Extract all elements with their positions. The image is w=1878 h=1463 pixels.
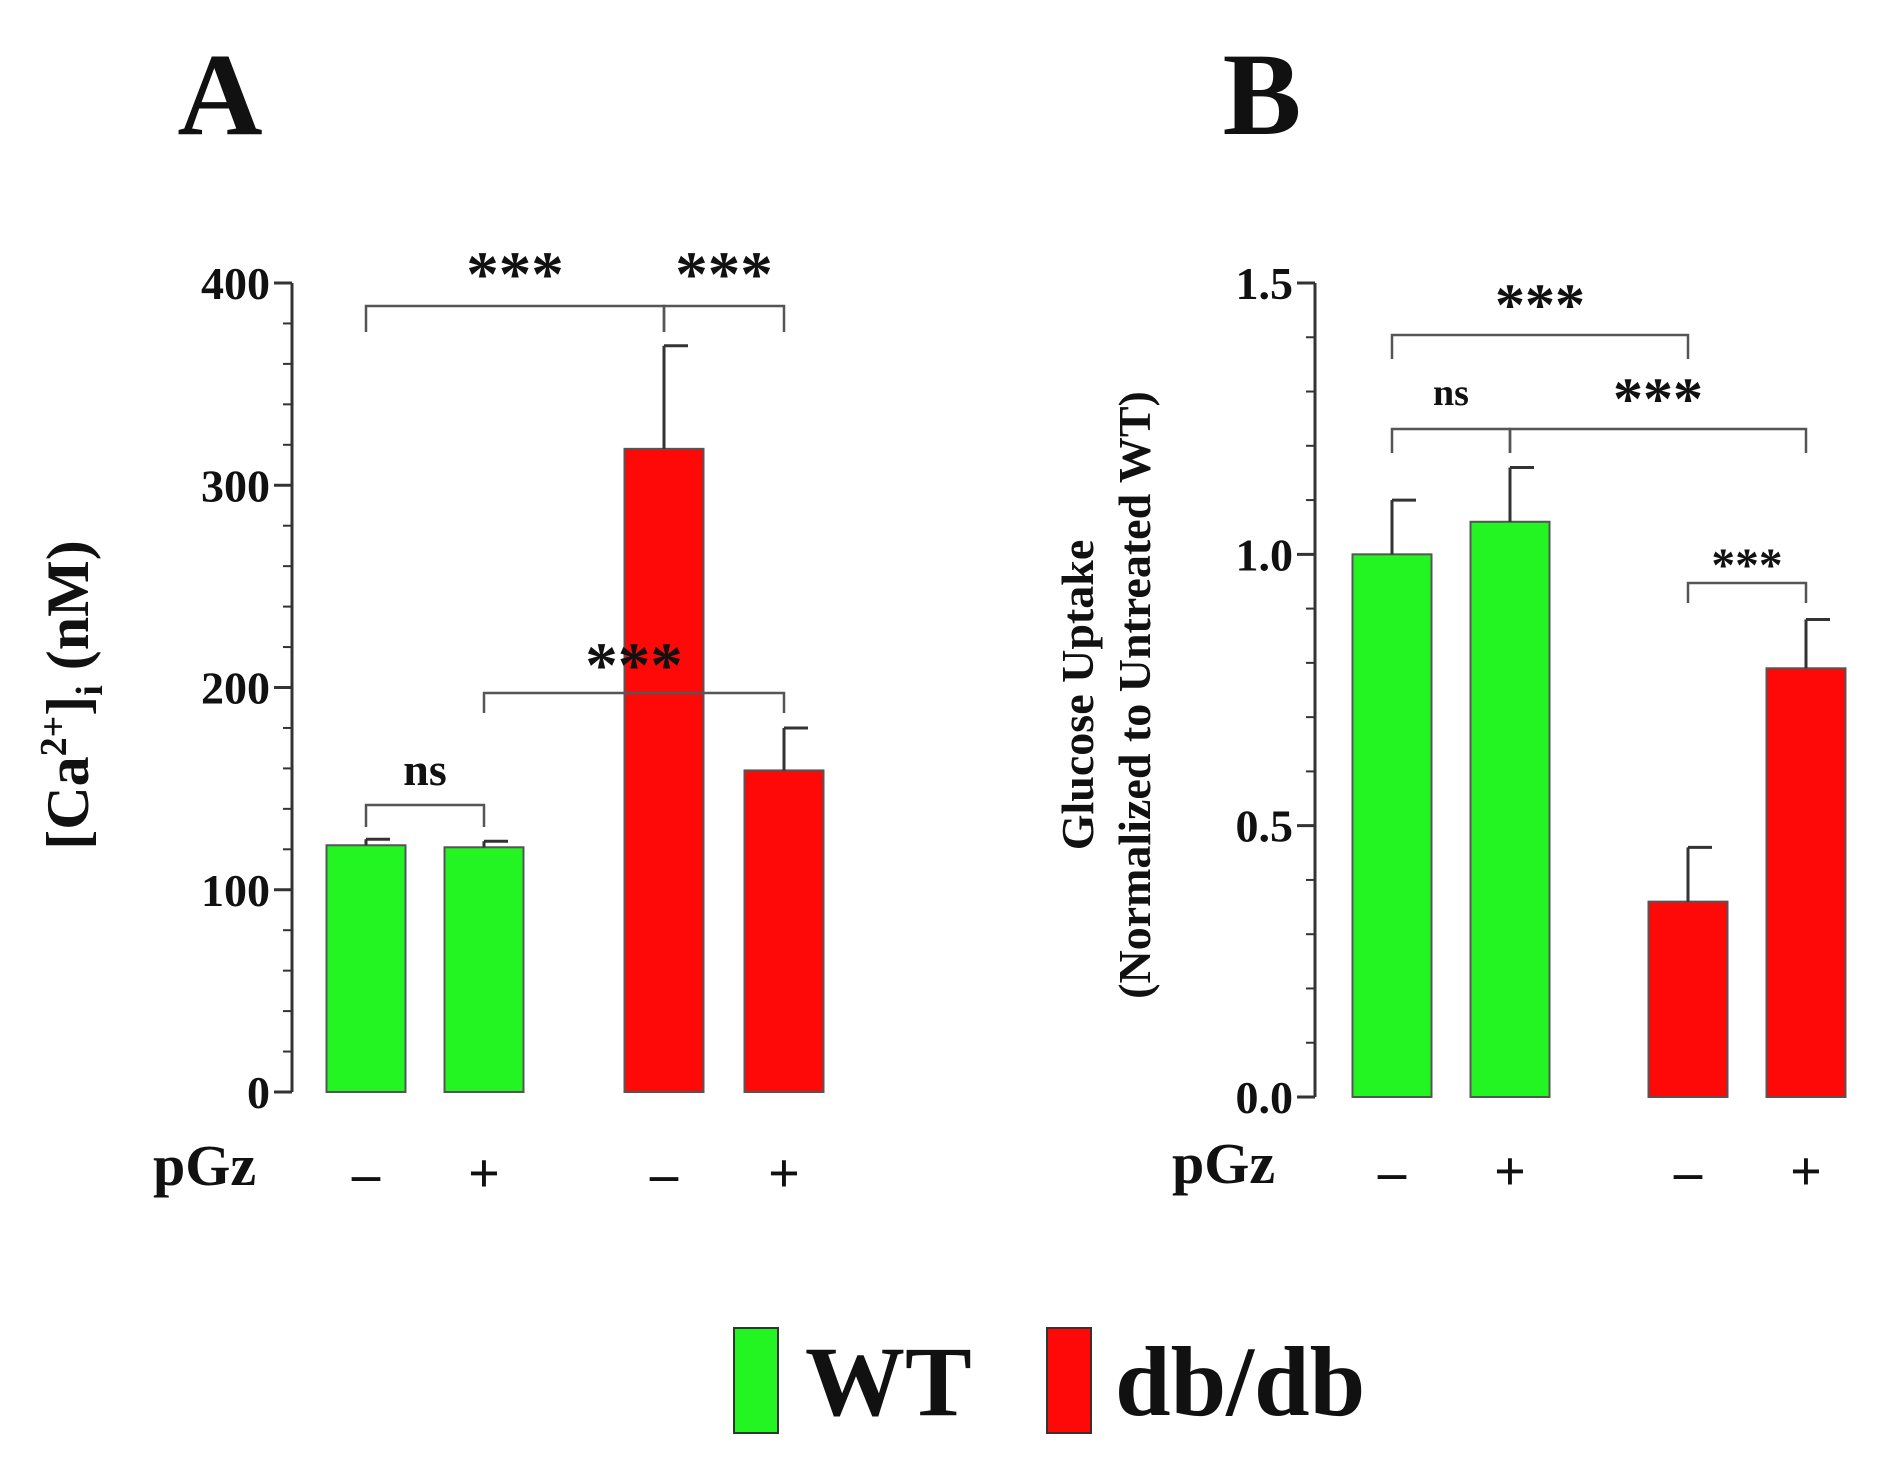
chart-a-sig-label-4: ns	[403, 744, 446, 795]
chart-b-sig-bracket-3	[1508, 427, 1808, 453]
chart-a-sig-bracket-4	[364, 803, 486, 827]
chart-a-ytick-label: 0	[247, 1067, 270, 1118]
chart-b: 0.0 0.5 1.0 1.5 *** ns *** *** – + – + pGz Glucos…	[1052, 258, 1847, 1203]
legend-swatch-dbdb	[1046, 1327, 1092, 1434]
chart-a-sig-bracket-2	[662, 304, 786, 332]
chart-a-bar-1	[325, 844, 407, 1093]
chart-b-ytick-label: 1.0	[1236, 529, 1294, 580]
legend-swatch-wt	[733, 1327, 779, 1434]
chart-a-xlabel: pGz	[153, 1133, 256, 1198]
chart-a-sig-label-1: ***	[466, 239, 564, 311]
chart-b-xlabel: pGz	[1172, 1131, 1275, 1196]
chart-b-sig-bracket-1	[1390, 333, 1690, 359]
chart-a-ytick-label: 200	[201, 663, 270, 714]
chart-a-ytick-label: 300	[201, 460, 270, 511]
chart-a-ytick-label: 100	[201, 865, 270, 916]
chart-b-xcat-2: +	[1494, 1141, 1526, 1203]
chart-a-xcat-3: –	[649, 1143, 679, 1205]
chart-b-bar-1	[1351, 553, 1433, 1098]
chart-b-sig-bracket-4	[1686, 581, 1808, 603]
chart-a-xcat-4: +	[768, 1143, 800, 1205]
chart-b-sig-label-4: ***	[1711, 540, 1782, 592]
chart-b-sig-bracket-2	[1390, 427, 1512, 453]
chart-a-bar-4	[743, 769, 825, 1093]
chart-b-xcat-1: –	[1377, 1141, 1407, 1203]
chart-b-sig-label-3: ***	[1613, 366, 1703, 432]
chart-a-sig-label-3: ***	[585, 630, 683, 702]
chart-a-sig-label-2: ***	[675, 239, 773, 311]
chart-a-xcat-2: +	[468, 1143, 500, 1205]
chart-b-bar-4	[1765, 667, 1847, 1098]
chart-a-ytick-label: 400	[201, 258, 270, 309]
chart-a-xcat-1: –	[351, 1143, 381, 1205]
chart-b-ylabel-line2: (Normalized to Untreated WT)	[1109, 391, 1160, 999]
legend-label-dbdb: db/db	[1115, 1326, 1365, 1437]
chart-b-ytick-label: 1.5	[1236, 258, 1294, 309]
legend-label-wt: WT	[805, 1326, 972, 1437]
legend: WT db/db	[733, 1326, 1365, 1437]
chart-b-xcat-3: –	[1673, 1141, 1703, 1203]
chart-a: 0 100 200 300 400 *** *** *** ns – + – + pGz [Ca2+…	[33, 239, 825, 1205]
chart-b-bar-2	[1469, 520, 1551, 1098]
chart-a-bar-2	[443, 846, 525, 1094]
chart-a-ylabel: [Ca2+]i (nM)	[33, 540, 111, 849]
panel-label-b: B	[1223, 29, 1302, 160]
chart-a-bar-3	[623, 447, 705, 1094]
panel-label-a: A	[177, 29, 262, 160]
chart-b-ylabel-line1: Glucose Uptake	[1052, 540, 1103, 851]
chart-b-ytick-label: 0.5	[1236, 801, 1294, 852]
chart-b-ytick-label: 0.0	[1236, 1072, 1294, 1123]
chart-b-sig-label-1: ***	[1495, 272, 1585, 338]
chart-b-xcat-4: +	[1790, 1141, 1822, 1203]
chart-a-sig-bracket-3	[482, 691, 786, 713]
chart-b-sig-label-2: ns	[1433, 372, 1469, 414]
chart-b-bar-3	[1647, 900, 1729, 1099]
